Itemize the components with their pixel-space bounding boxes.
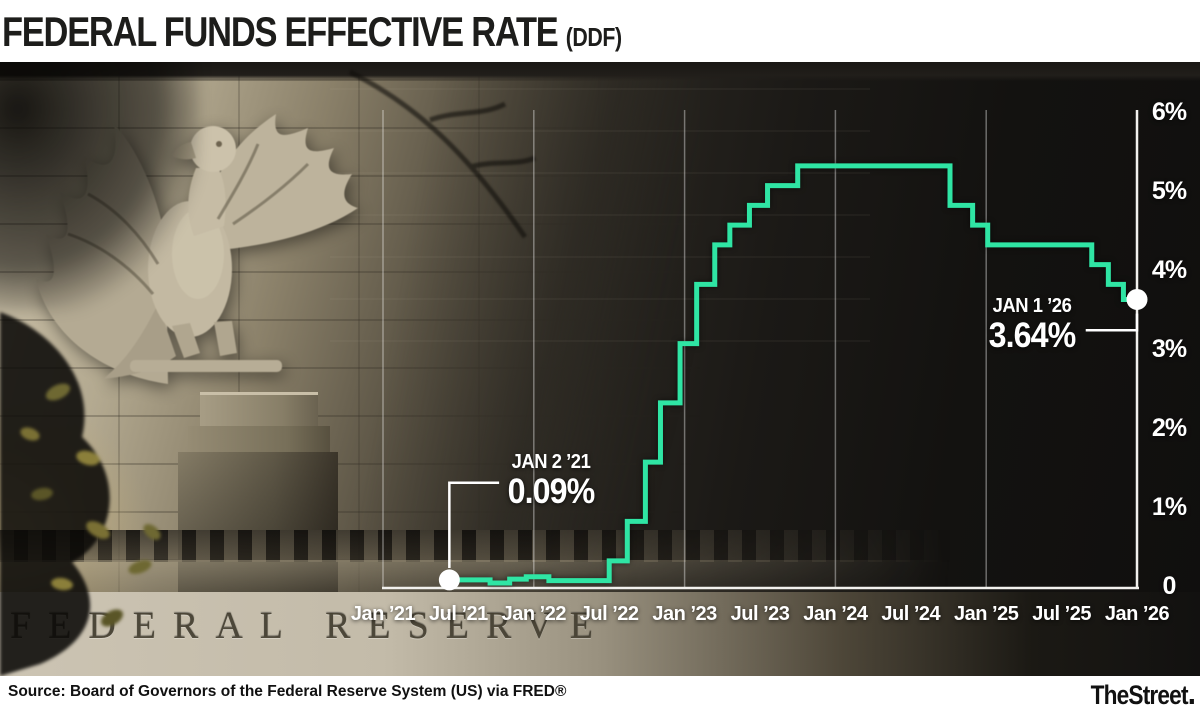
x-tick-label: Jul ’24 [881,603,941,625]
pedestal-cap [200,392,318,429]
header-bar: FEDERAL FUNDS EFFECTIVE RATE (DDF) [0,0,1200,62]
y-tick-label: 0 [1162,572,1177,600]
footer-bar: Source: Board of Governors of the Federa… [0,676,1200,719]
source-attribution: Source: Board of Governors of the Federa… [8,683,567,700]
x-tick-label: Jul ’23 [730,603,790,625]
x-tick-label: Jul ’25 [1032,603,1091,625]
title-text: FEDERAL FUNDS EFFECTIVE RATE [2,8,559,55]
annotation-end-value: 3.64% [988,316,1077,355]
annotation-callout-line [1085,313,1139,332]
rate-line [449,163,1137,586]
y-tick-label: 2% [1151,414,1187,442]
pedestal-middle [188,426,330,452]
stone-ledge [0,560,1000,592]
x-tick-label: Jan ’22 [501,603,567,625]
chart-area: FEDERAL RESERVE Jan ’21 Jul ’21 Jan ’22 Jul… [0,62,1200,676]
page-title: FEDERAL FUNDS EFFECTIVE RATE (DDF) [2,9,622,55]
brand-text: TheStreet [1091,680,1189,710]
brand-period-mark [1189,699,1194,704]
annotation-end-date: JAN 1 ’26 [992,295,1072,317]
cornice-dentils [0,530,980,562]
rate-step-chart [382,110,1148,591]
x-tick-label: Jan ’24 [803,603,868,625]
y-tick-label: 4% [1151,256,1187,284]
annotation-start-date: JAN 2 ’21 [511,451,591,473]
y-tick-label: 1% [1151,493,1187,521]
photo-top-shadow [0,62,1200,81]
x-tick-label: Jan ’23 [652,603,717,625]
y-tick-label: 6% [1151,98,1187,126]
annotation-end-point: JAN 1 ’26 3.64% [974,295,1090,354]
title-ticker-suffix: (DDF) [565,22,622,52]
annotation-start-point: JAN 2 ’21 0.09% [493,451,609,510]
top-left-shadow-vignette [0,62,200,312]
x-tick-label: Jan ’21 [350,603,416,625]
end-point-dot [1126,288,1148,310]
annotation-callout-line [448,481,500,569]
y-tick-label: 5% [1151,177,1187,205]
x-tick-label: Jul ’22 [579,603,639,625]
y-tick-label: 3% [1151,335,1187,363]
x-tick-label: Jan ’26 [1104,603,1170,625]
x-tick-label: Jul ’21 [429,603,488,625]
x-tick-label: Jan ’25 [954,603,1019,625]
start-point-dot [438,569,460,591]
thestreet-logo: TheStreet [1091,680,1194,711]
annotation-start-value: 0.09% [507,472,596,511]
